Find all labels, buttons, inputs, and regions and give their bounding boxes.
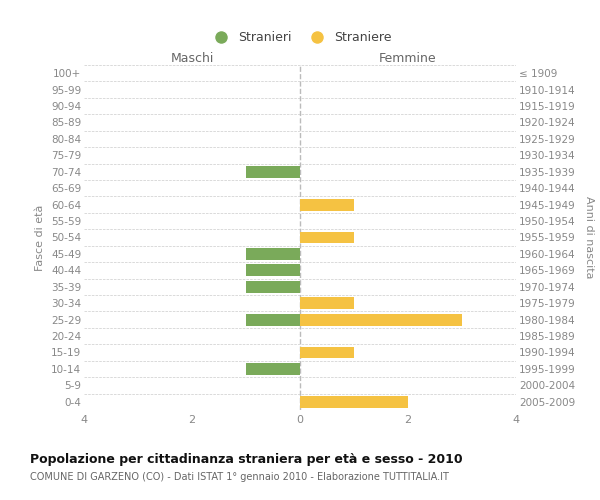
Bar bbox=[300, 346, 354, 358]
Bar bbox=[300, 298, 354, 309]
Text: Femmine: Femmine bbox=[379, 52, 437, 65]
Bar bbox=[246, 363, 300, 375]
Bar bbox=[246, 248, 300, 260]
Bar bbox=[300, 198, 354, 210]
Y-axis label: Anni di nascita: Anni di nascita bbox=[584, 196, 594, 279]
Text: Maschi: Maschi bbox=[170, 52, 214, 65]
Bar bbox=[246, 281, 300, 292]
Bar bbox=[300, 396, 408, 407]
Bar bbox=[300, 232, 354, 243]
Bar bbox=[246, 166, 300, 177]
Bar bbox=[246, 314, 300, 326]
Bar bbox=[246, 264, 300, 276]
Bar bbox=[300, 314, 462, 326]
Legend: Stranieri, Straniere: Stranieri, Straniere bbox=[203, 26, 397, 50]
Text: COMUNE DI GARZENO (CO) - Dati ISTAT 1° gennaio 2010 - Elaborazione TUTTITALIA.IT: COMUNE DI GARZENO (CO) - Dati ISTAT 1° g… bbox=[30, 472, 449, 482]
Text: Popolazione per cittadinanza straniera per età e sesso - 2010: Popolazione per cittadinanza straniera p… bbox=[30, 452, 463, 466]
Y-axis label: Fasce di età: Fasce di età bbox=[35, 204, 46, 270]
